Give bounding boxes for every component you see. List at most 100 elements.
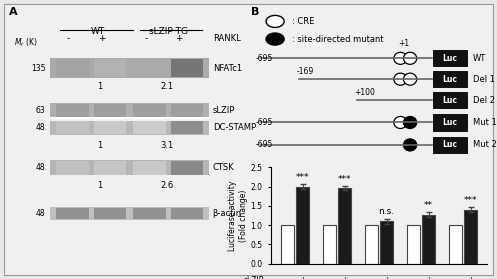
Bar [365, 225, 378, 264]
Ellipse shape [404, 139, 416, 151]
Text: 2.6: 2.6 [160, 181, 173, 190]
FancyBboxPatch shape [133, 161, 166, 174]
Text: 1: 1 [97, 82, 102, 91]
Text: : CRE: : CRE [292, 17, 314, 26]
Text: Luc: Luc [442, 54, 457, 63]
Bar [323, 225, 336, 264]
Text: $M_r$ (K): $M_r$ (K) [14, 37, 38, 49]
FancyBboxPatch shape [133, 104, 166, 117]
FancyBboxPatch shape [94, 59, 126, 77]
Bar [422, 215, 435, 264]
FancyBboxPatch shape [56, 161, 88, 174]
Bar [338, 188, 351, 264]
FancyBboxPatch shape [433, 114, 467, 131]
Text: ***: *** [338, 175, 351, 184]
Text: -: - [412, 276, 415, 279]
Text: CTSK: CTSK [213, 163, 235, 172]
Text: 48: 48 [36, 209, 46, 218]
Bar [296, 187, 309, 264]
Ellipse shape [404, 52, 416, 64]
FancyBboxPatch shape [4, 4, 493, 275]
Ellipse shape [394, 73, 407, 85]
FancyBboxPatch shape [50, 121, 209, 134]
FancyBboxPatch shape [94, 161, 126, 174]
Text: +: + [467, 276, 474, 279]
Text: 2.1: 2.1 [160, 82, 173, 91]
Text: Del 2: Del 2 [473, 95, 495, 105]
Text: Luc: Luc [442, 75, 457, 84]
Text: B: B [251, 7, 259, 17]
Text: **: ** [424, 201, 433, 210]
Text: -: - [454, 276, 457, 279]
Ellipse shape [266, 33, 284, 45]
Text: 63: 63 [36, 106, 46, 115]
Text: ***: *** [296, 173, 309, 182]
FancyBboxPatch shape [133, 121, 166, 134]
FancyBboxPatch shape [433, 71, 467, 87]
Text: -: - [67, 34, 70, 43]
Text: +: + [98, 34, 106, 43]
Text: Del 1: Del 1 [473, 75, 495, 84]
Text: RANKL: RANKL [213, 34, 241, 43]
Text: 135: 135 [31, 64, 46, 73]
Text: 1: 1 [97, 141, 102, 150]
Text: A: A [9, 7, 17, 17]
Ellipse shape [404, 116, 416, 129]
Text: -695: -695 [256, 118, 273, 127]
Text: β-actin: β-actin [213, 209, 242, 218]
Bar [380, 221, 393, 264]
FancyBboxPatch shape [171, 208, 203, 219]
Text: Luc: Luc [442, 95, 457, 105]
Text: Mut 1: Mut 1 [473, 118, 497, 127]
Text: Luc: Luc [442, 118, 457, 127]
Text: -695: -695 [256, 54, 273, 63]
FancyBboxPatch shape [56, 121, 88, 134]
Text: +: + [341, 276, 348, 279]
Text: -: - [328, 276, 331, 279]
FancyBboxPatch shape [50, 58, 209, 78]
Text: WT: WT [473, 54, 486, 63]
Text: +100: +100 [355, 88, 376, 97]
Text: NFATc1: NFATc1 [213, 64, 242, 73]
Text: +: + [299, 276, 306, 279]
FancyBboxPatch shape [171, 59, 203, 77]
Text: -: - [286, 276, 289, 279]
Text: -695: -695 [256, 140, 273, 150]
Text: ***: *** [464, 196, 477, 205]
FancyBboxPatch shape [50, 160, 209, 175]
Ellipse shape [266, 15, 284, 27]
FancyBboxPatch shape [433, 137, 467, 153]
Bar [281, 225, 294, 264]
Text: : site-directed mutant: : site-directed mutant [292, 35, 384, 44]
Text: Luc: Luc [442, 140, 457, 150]
Text: WT: WT [91, 27, 105, 36]
Ellipse shape [394, 52, 407, 64]
FancyBboxPatch shape [171, 161, 203, 174]
FancyBboxPatch shape [56, 104, 88, 117]
Text: sLZIP TG: sLZIP TG [150, 27, 188, 36]
Y-axis label: Luciferase activity
(Fold change): Luciferase activity (Fold change) [228, 180, 248, 251]
Bar [407, 225, 420, 264]
FancyBboxPatch shape [56, 208, 88, 219]
FancyBboxPatch shape [56, 59, 88, 77]
Ellipse shape [394, 116, 407, 129]
Text: 3.1: 3.1 [160, 141, 173, 150]
Text: +: + [425, 276, 432, 279]
Text: sLZIP: sLZIP [244, 276, 264, 279]
FancyBboxPatch shape [171, 121, 203, 134]
Text: +: + [383, 276, 390, 279]
FancyBboxPatch shape [133, 59, 166, 77]
Text: -169: -169 [297, 68, 314, 76]
Text: DC-STAMP: DC-STAMP [213, 123, 256, 132]
FancyBboxPatch shape [433, 50, 467, 66]
FancyBboxPatch shape [94, 104, 126, 117]
Text: 48: 48 [36, 163, 46, 172]
FancyBboxPatch shape [50, 207, 209, 220]
Text: -: - [144, 34, 148, 43]
Bar [464, 210, 477, 264]
Text: Mut 2: Mut 2 [473, 140, 497, 150]
Text: +1: +1 [399, 39, 410, 48]
FancyBboxPatch shape [94, 121, 126, 134]
Text: 1: 1 [97, 181, 102, 190]
Text: n.s.: n.s. [378, 207, 395, 216]
